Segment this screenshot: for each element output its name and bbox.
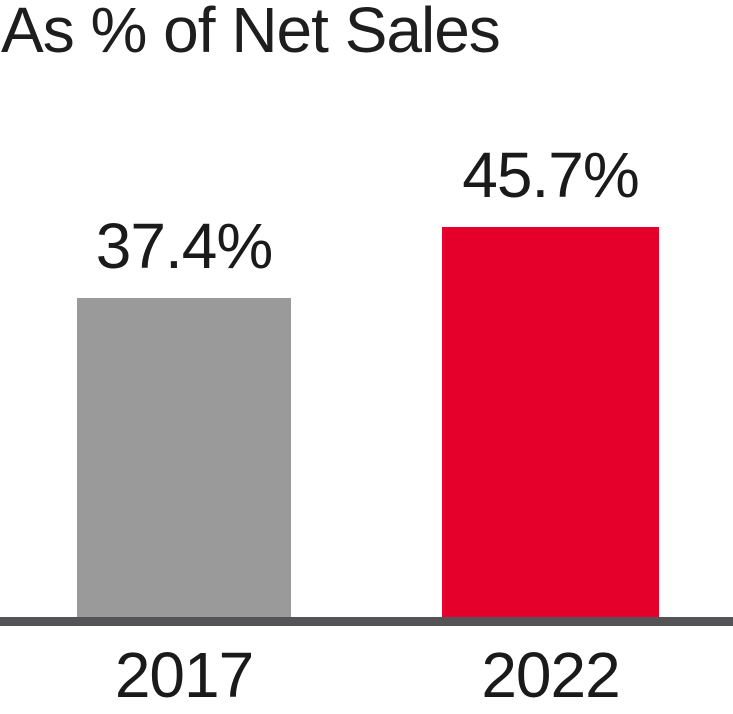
x-axis-line: [0, 617, 733, 626]
bar-value-label: 37.4%: [95, 210, 273, 282]
bar-2017: [77, 298, 291, 617]
chart-title: As % of Net Sales: [1, 0, 501, 66]
bar-group-2017: 37.4%: [77, 214, 291, 617]
bar-2022: [442, 227, 659, 617]
x-tick-label-2022: 2022: [481, 639, 620, 711]
bar-group-2022: 45.7%: [442, 143, 659, 617]
bar-value-label: 45.7%: [462, 139, 639, 211]
x-tick-label-2017: 2017: [114, 639, 254, 711]
